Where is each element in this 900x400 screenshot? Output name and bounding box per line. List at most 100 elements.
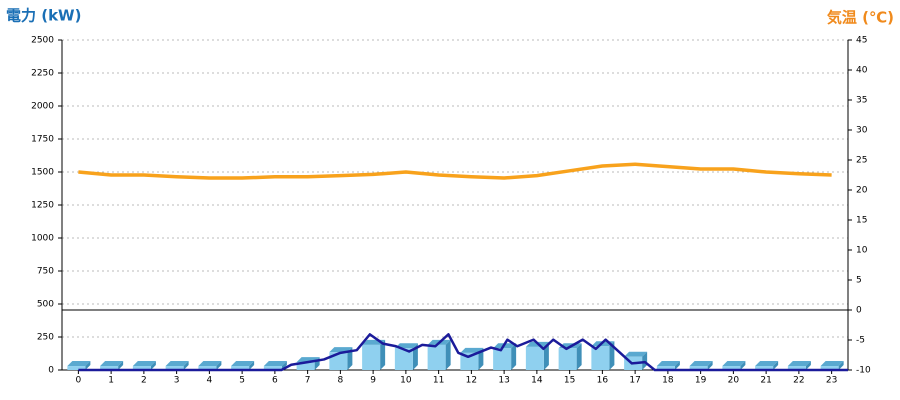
x-tick-label: 11 bbox=[433, 376, 444, 386]
bar bbox=[722, 366, 741, 370]
bar bbox=[231, 366, 250, 370]
bar bbox=[755, 366, 774, 370]
bar-side bbox=[609, 341, 615, 370]
bar-side bbox=[249, 361, 255, 370]
y2-tick-label: 25 bbox=[856, 156, 867, 166]
y2-tick-label: -5 bbox=[856, 336, 865, 346]
x-tick-label: 15 bbox=[564, 376, 575, 386]
bar-top bbox=[263, 361, 287, 367]
x-tick-label: 6 bbox=[272, 376, 278, 386]
y2-tick-label: 40 bbox=[856, 66, 868, 76]
bar bbox=[394, 348, 413, 370]
bar bbox=[165, 366, 184, 370]
bar-top bbox=[231, 361, 255, 367]
bar bbox=[525, 346, 544, 370]
x-tick-label: 19 bbox=[695, 376, 707, 386]
x-tick-label: 4 bbox=[207, 376, 213, 386]
y2-tick-label: 45 bbox=[856, 36, 867, 46]
line bbox=[78, 162, 832, 180]
y-tick-label: 750 bbox=[37, 267, 54, 277]
y-tick-label: 1750 bbox=[31, 135, 54, 145]
x-tick-label: 21 bbox=[760, 376, 771, 386]
bar-top bbox=[165, 361, 189, 367]
x-tick-label: 18 bbox=[662, 376, 674, 386]
y2-tick-label: 20 bbox=[856, 186, 868, 196]
bar-side bbox=[511, 343, 517, 370]
x-tick-label: 1 bbox=[108, 376, 114, 386]
bar-side bbox=[773, 361, 779, 370]
bar-top bbox=[689, 361, 713, 367]
y2-tick-label: 30 bbox=[856, 126, 868, 136]
bar-side bbox=[838, 361, 844, 370]
bar-side bbox=[707, 361, 713, 370]
y-tick-label: 0 bbox=[48, 366, 54, 376]
bar bbox=[263, 366, 282, 370]
bar-side bbox=[576, 343, 582, 370]
y-tick-label: 2250 bbox=[31, 69, 54, 79]
bar-top bbox=[820, 361, 844, 367]
y2-tick-label: 5 bbox=[856, 276, 862, 286]
bar bbox=[689, 366, 708, 370]
bar-top bbox=[198, 361, 222, 367]
y2-tick-label: 15 bbox=[856, 216, 867, 226]
y-tick-label: 1500 bbox=[31, 168, 54, 178]
bar bbox=[100, 366, 119, 370]
x-tick-label: 16 bbox=[597, 376, 609, 386]
bar-top bbox=[755, 361, 779, 367]
bar-side bbox=[740, 361, 746, 370]
bar-top bbox=[132, 361, 156, 367]
bar-side bbox=[674, 361, 680, 370]
bar-side bbox=[183, 361, 189, 370]
bar-side bbox=[347, 347, 353, 370]
bar bbox=[460, 352, 479, 370]
bar bbox=[656, 366, 675, 370]
y2-tick-label: -10 bbox=[856, 366, 871, 376]
y2-tick-label: 35 bbox=[856, 96, 867, 106]
x-tick-label: 7 bbox=[305, 376, 311, 386]
bar-side bbox=[805, 361, 811, 370]
x-tick-label: 10 bbox=[400, 376, 412, 386]
y2-tick-label: 10 bbox=[856, 246, 868, 256]
bar bbox=[362, 344, 381, 370]
bar-top bbox=[656, 361, 680, 367]
bar bbox=[591, 346, 610, 370]
bar-side bbox=[118, 361, 124, 370]
y-tick-label: 1250 bbox=[31, 201, 54, 211]
x-tick-label: 17 bbox=[629, 376, 640, 386]
x-tick-label: 12 bbox=[466, 376, 477, 386]
y-axis-title: 電力 (kW) bbox=[6, 7, 81, 25]
bar bbox=[132, 366, 151, 370]
bar bbox=[493, 348, 512, 370]
y-tick-label: 1000 bbox=[31, 234, 54, 244]
x-tick-label: 2 bbox=[141, 376, 147, 386]
bar-side bbox=[445, 339, 451, 370]
x-tick-label: 9 bbox=[370, 376, 376, 386]
bar-side bbox=[85, 361, 91, 370]
bar-top bbox=[460, 347, 484, 353]
bar bbox=[558, 348, 577, 370]
x-tick-label: 22 bbox=[793, 376, 804, 386]
y-tick-label: 2500 bbox=[31, 36, 54, 46]
bar-top bbox=[722, 361, 746, 367]
bar-top bbox=[624, 351, 648, 357]
x-tick-label: 5 bbox=[239, 376, 245, 386]
bar bbox=[787, 366, 806, 370]
bar bbox=[820, 366, 839, 370]
x-tick-label: 8 bbox=[338, 376, 344, 386]
bar bbox=[296, 362, 315, 370]
bar-top bbox=[67, 361, 91, 367]
x-tick-label: 20 bbox=[728, 376, 740, 386]
bar-top bbox=[787, 361, 811, 367]
x-tick-label: 0 bbox=[76, 376, 82, 386]
bar bbox=[427, 344, 446, 370]
x-tick-label: 3 bbox=[174, 376, 180, 386]
bar-side bbox=[150, 361, 156, 370]
y-tick-label: 250 bbox=[37, 333, 54, 343]
y2-axis-title: 気温 (℃) bbox=[827, 9, 894, 27]
x-tick-label: 13 bbox=[498, 376, 509, 386]
line bbox=[78, 333, 848, 372]
x-tick-label: 14 bbox=[531, 376, 543, 386]
bar-side bbox=[380, 339, 386, 370]
y2-tick-label: 0 bbox=[856, 306, 862, 316]
